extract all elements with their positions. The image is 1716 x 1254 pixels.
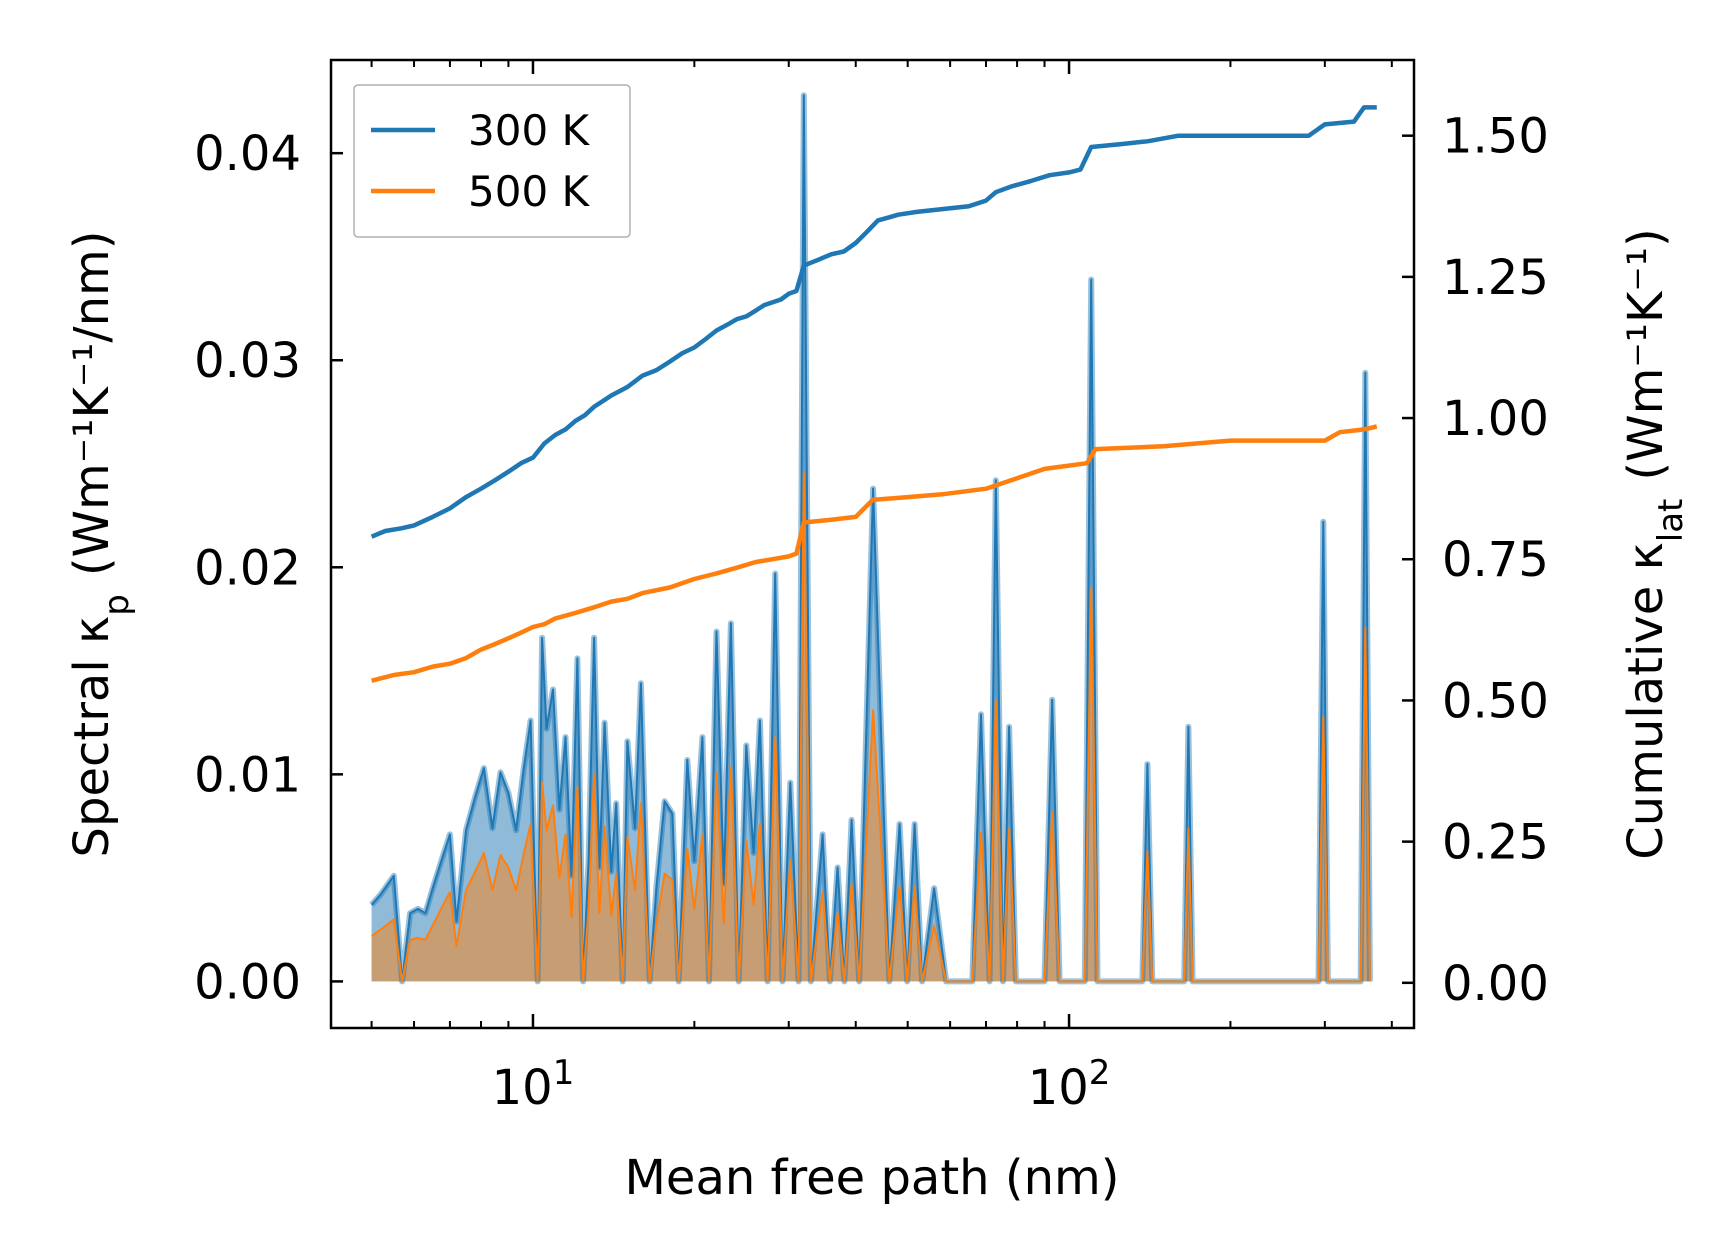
y-left-label-main: Spectral κ xyxy=(64,616,120,858)
legend-box xyxy=(353,84,631,238)
y-left-tick-label: 0.01 xyxy=(194,747,301,803)
spectral-area-500k xyxy=(371,472,1370,982)
y-right-tick-label: 1.25 xyxy=(1442,250,1549,306)
y-right-label-sub: lat xyxy=(1651,499,1691,543)
y-right-tick-label: 1.50 xyxy=(1442,109,1549,165)
plot-frame xyxy=(329,58,1416,1030)
y-right-tick-label: 0.75 xyxy=(1442,532,1549,588)
y-right-tick-label: 0.50 xyxy=(1442,673,1549,729)
y-left-tick-label: 0.03 xyxy=(194,333,301,389)
y-right-tick-label: 0.25 xyxy=(1442,815,1549,871)
y-right-tick-label: 1.00 xyxy=(1442,391,1549,447)
y-left-tick-label: 0.02 xyxy=(194,540,301,596)
y-left-label-unit: (Wm⁻¹K⁻¹/nm) xyxy=(64,231,120,577)
cumulative-layer xyxy=(370,105,1378,683)
y-right-tick-label: 0.00 xyxy=(1442,956,1549,1012)
spectral-line-300k xyxy=(370,94,1371,983)
y-axis-left-label: Spectral κp (Wm⁻¹K⁻¹/nm) xyxy=(64,231,137,858)
cumulative-line-300k xyxy=(370,105,1377,539)
cumulative-line-500k xyxy=(371,424,1378,683)
axis-ticks: 0.00 0.01 0.02 0.03 0.04 0.00 0.25 0.50 0.75 1.00… xyxy=(194,60,1549,1116)
legend: 300 K 500 K xyxy=(353,84,631,238)
legend-label-300k: 300 K xyxy=(468,106,591,155)
spectral-line-500k xyxy=(371,471,1371,983)
y-right-label-main: Cumulative κ xyxy=(1618,542,1674,860)
y-left-label-sub: p xyxy=(97,594,137,616)
y-left-tick-label: 0.04 xyxy=(194,126,301,182)
y-axis-right-label: Cumulative κlat (Wm⁻¹K⁻¹) xyxy=(1618,228,1691,859)
spectral-layer xyxy=(369,92,1373,985)
x-axis-label: Mean free path (nm) xyxy=(625,1150,1120,1206)
x-tick-label: 102 xyxy=(1028,1053,1111,1116)
x-tick-label: 101 xyxy=(492,1053,575,1116)
y-right-label-unit: (Wm⁻¹K⁻¹) xyxy=(1618,228,1674,480)
legend-label-500k: 500 K xyxy=(468,167,591,216)
y-left-tick-label: 0.00 xyxy=(194,954,301,1010)
